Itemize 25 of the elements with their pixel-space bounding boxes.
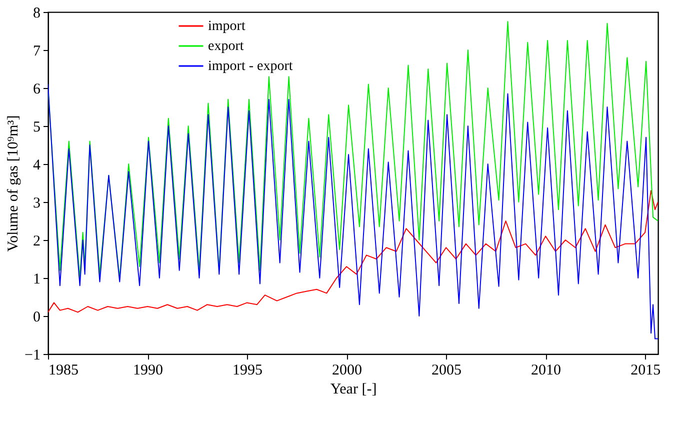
y-tick-label: 8: [33, 6, 40, 22]
x-tick-label: 2000: [332, 362, 362, 378]
x-tick-label: 1990: [133, 362, 164, 378]
y-tick-label: 7: [33, 44, 41, 60]
x-tick-label: 1995: [232, 362, 263, 378]
x-tick-label: 2010: [531, 362, 562, 378]
y-tick-label: 0: [33, 310, 40, 326]
legend-label: import: [208, 19, 246, 34]
line-series: [48, 190, 658, 313]
line-series: [48, 84, 658, 340]
y-tick-label: 6: [33, 82, 41, 98]
legend-label: import - export: [208, 59, 293, 74]
y-tick-label: 1: [33, 272, 40, 288]
y-tick-label: 5: [33, 120, 40, 136]
x-axis-title: Year [-]: [330, 382, 377, 398]
y-tick-label: 3: [33, 196, 40, 212]
y-tick-label: 2: [33, 234, 40, 250]
x-tick-label: 2015: [630, 362, 661, 378]
x-tick-label: 1985: [48, 362, 78, 378]
legend-label: export: [208, 39, 244, 54]
x-tick-label: 2005: [432, 362, 462, 378]
line-series: [48, 21, 658, 278]
y-tick-label: 4: [33, 158, 41, 174]
y-tick-label: −1: [24, 348, 40, 364]
y-axis-title: Volume of gas [10⁹m³]: [6, 115, 22, 252]
